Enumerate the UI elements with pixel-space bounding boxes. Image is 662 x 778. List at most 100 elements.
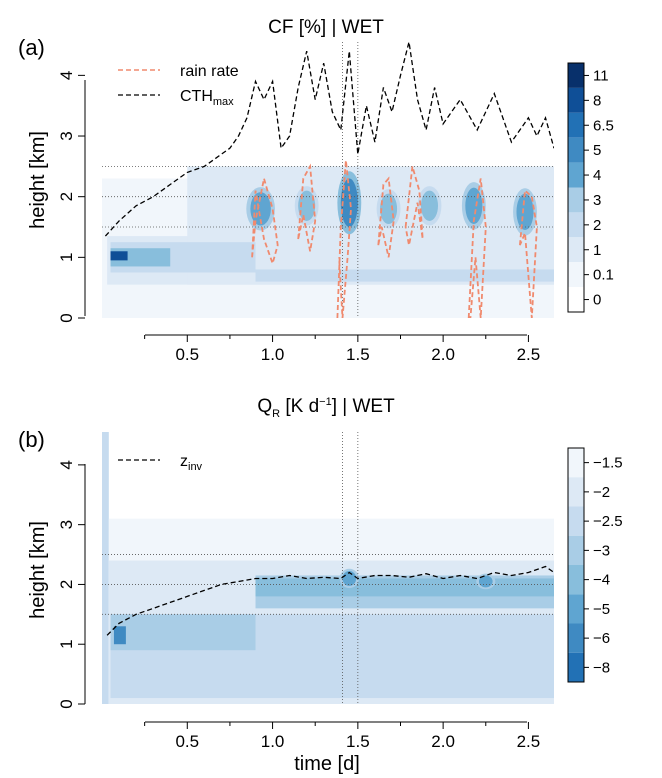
colorbar-label-4: 4	[593, 167, 601, 184]
colorbar-segment-2	[568, 112, 584, 138]
x-tick-label-1: 1.0	[261, 732, 285, 751]
panel-a-guides	[102, 42, 554, 318]
colorbar-label-4: −4	[593, 572, 610, 589]
panel-b-title-sup: −1	[319, 396, 332, 408]
colorbar-frame	[567, 447, 585, 683]
field-cell-2	[340, 178, 358, 228]
panel-b-guides	[102, 432, 554, 704]
colorbar-label-9: 0	[593, 292, 601, 309]
colorbar-label-2: 6.5	[593, 117, 614, 134]
y-tick-label-4: 4	[57, 460, 76, 469]
legend-cth-label: CTHmax	[180, 88, 234, 108]
rain-rate-line-3	[336, 160, 352, 318]
panel-b-xlabel: time [d]	[294, 753, 360, 775]
panel-b-colorbar: −1.5 −2 −2.5 −3 −4 −5 −6 −8	[567, 447, 623, 683]
colorbar-label-0: −1.5	[593, 455, 623, 472]
colorbar-segment-9	[568, 287, 584, 312]
x-tick-label-2: 1.5	[346, 345, 370, 364]
colorbar-segment-4	[568, 565, 584, 595]
x-tick-label-3: 2.0	[431, 732, 455, 751]
colorbar-frame	[567, 62, 585, 313]
colorbar-label-1: 8	[593, 92, 601, 109]
panel-a-axes: 0 1 2 3 4 0.5 1.0 1.5 2.0 2.5	[57, 71, 540, 364]
panel-a-ylabel: height [km]	[27, 131, 49, 229]
rain-rate-line-2	[297, 163, 317, 252]
panel-b-title-rest: [K d	[280, 396, 319, 417]
panel-a-title: CF [%] | WET	[268, 17, 384, 38]
colorbar-segment-4	[568, 162, 584, 188]
y-tick-label-4: 4	[57, 71, 76, 80]
panel-b-lines	[106, 565, 554, 636]
rain-rate-line-4	[377, 176, 395, 258]
colorbar-label-1: −2	[593, 484, 610, 501]
panel-b-title-sub: R	[272, 408, 280, 420]
field-cell-6	[516, 193, 534, 231]
colorbar-segment-3	[568, 137, 584, 163]
panel-b-field	[102, 432, 554, 704]
field-band-6	[110, 251, 128, 261]
y-tick-label-1: 1	[57, 253, 76, 262]
colorbar-segment-2	[568, 506, 584, 536]
legend-zinv-sub: inv	[188, 461, 203, 473]
y-tick-label-3: 3	[57, 520, 76, 529]
panel-a-label: (a)	[18, 35, 45, 60]
x-tick-label-4: 2.5	[517, 345, 541, 364]
field-band-6	[255, 578, 554, 597]
panel-b-title-main: Q	[257, 396, 272, 417]
legend-cth-main: CTH	[180, 88, 213, 105]
colorbar-segment-6	[568, 212, 584, 238]
colorbar-label-7: −8	[593, 659, 610, 676]
legend-cth-sub: max	[213, 96, 234, 108]
legend-zinv-main: z	[180, 453, 188, 470]
legend-zinv-label: zinv	[180, 453, 203, 473]
panel-a: (a) CF [%] | WET 0 1 2 3 4 0.5 1.0 1.5 2.0 2.5 he…	[18, 17, 614, 364]
rain-rate-line-1	[251, 178, 279, 267]
colorbar-label-2: −2.5	[593, 513, 623, 530]
colorbar-label-8: 0.1	[593, 267, 614, 284]
x-tick-label-0: 0.5	[175, 345, 199, 364]
dashed-line-0	[104, 42, 554, 237]
y-tick-label-3: 3	[57, 131, 76, 140]
panel-a-field	[102, 42, 554, 318]
colorbar-segment-6	[568, 623, 584, 653]
colorbar-segment-7	[568, 652, 584, 682]
colorbar-segment-0	[568, 63, 584, 88]
panel-b: (b) QR [K d−1] | WET 0 1 2 3 4 0.5 1.0 1.5 2.0 2.…	[18, 396, 623, 775]
y-tick-label-2: 2	[57, 580, 76, 589]
colorbar-segment-1	[568, 87, 584, 113]
field-band-7	[113, 626, 126, 645]
colorbar-label-6: −6	[593, 630, 610, 647]
field-cell-0	[342, 570, 357, 586]
panel-b-title: QR [K d−1] | WET	[257, 396, 395, 420]
colorbar-segment-1	[568, 477, 584, 507]
colorbar-label-5: −5	[593, 601, 610, 618]
colorbar-segment-7	[568, 237, 584, 263]
legend-rain-label: rain rate	[180, 63, 239, 80]
colorbar-label-0: 11	[593, 67, 609, 84]
x-tick-label-4: 2.5	[517, 732, 541, 751]
colorbar-segment-0	[568, 448, 584, 478]
panel-b-ylabel: height [km]	[27, 521, 49, 619]
colorbar-segment-3	[568, 535, 584, 565]
x-tick-label-2: 1.5	[346, 732, 370, 751]
colorbar-label-5: 3	[593, 192, 601, 209]
panel-b-axes: 0 1 2 3 4 0.5 1.0 1.5 2.0 2.5	[57, 460, 540, 751]
y-tick-label-1: 1	[57, 639, 76, 648]
field-cell-4	[420, 190, 439, 221]
rain-rate-line-6	[467, 178, 487, 318]
colorbar-segment-5	[568, 594, 584, 624]
colorbar-segment-8	[568, 262, 584, 288]
colorbar-label-3: 5	[593, 142, 601, 159]
field-cell-3	[380, 193, 398, 224]
field-band-4	[110, 614, 256, 651]
rain-rate-line-5	[404, 166, 424, 246]
panel-b-title-tail: ] | WET	[332, 396, 395, 417]
panel-b-label: (b)	[18, 427, 45, 452]
x-tick-label-1: 1.0	[261, 345, 285, 364]
x-tick-label-3: 2.0	[431, 345, 455, 364]
colorbar-segment-5	[568, 187, 584, 213]
colorbar-label-6: 2	[593, 217, 601, 234]
field-band-0	[102, 432, 109, 704]
y-tick-label-0: 0	[57, 699, 76, 708]
panel-a-lines	[104, 42, 554, 318]
